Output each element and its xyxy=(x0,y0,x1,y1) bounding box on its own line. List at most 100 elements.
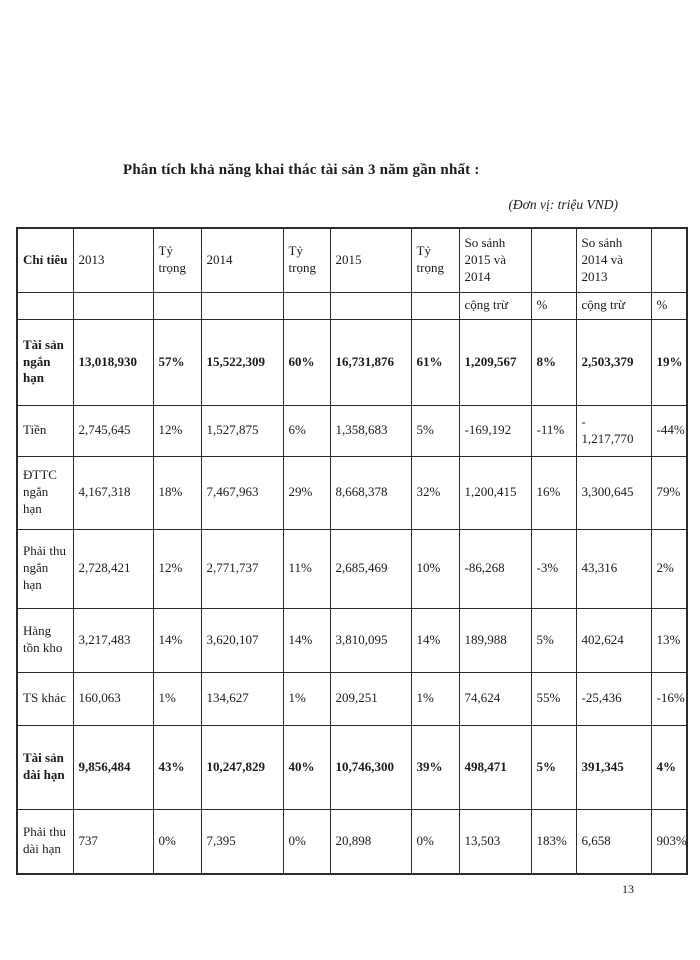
data-cell: 3,217,483 xyxy=(72,607,154,673)
page-number: 13 xyxy=(622,882,634,896)
data-cell: 14% xyxy=(152,607,202,673)
data-cell: 903% xyxy=(650,808,688,875)
data-cell: 5% xyxy=(410,404,460,457)
table-row: Tài sản dài hạn 9,856,484 43% 10,247,829 40%… xyxy=(16,724,688,810)
header-cell: 2013 xyxy=(72,227,154,293)
asset-analysis-table: Chỉ tiêu 2013 Tỷ trọng 2014 Tỷ trọng 2015 Tỷ t… xyxy=(16,227,688,875)
data-cell: 2,728,421 xyxy=(72,528,154,609)
table-row: Tiền 2,745,645 12% 1,527,875 6% 1,358,683 5% -1… xyxy=(16,404,688,457)
header-cell: So sánh 2014 và 2013 xyxy=(575,227,652,293)
data-cell: 0% xyxy=(152,808,202,875)
data-cell: 160,063 xyxy=(72,671,154,726)
table-row: TS khác 160,063 1% 134,627 1% 209,251 1% 74,624… xyxy=(16,671,688,726)
data-cell: 1% xyxy=(152,671,202,726)
header-cell: Tỷ trọng xyxy=(152,227,202,293)
data-cell: 12% xyxy=(152,528,202,609)
data-cell: 209,251 xyxy=(329,671,412,726)
data-cell: 16,731,876 xyxy=(329,318,412,406)
header-cell: 2015 xyxy=(329,227,412,293)
data-cell: 1% xyxy=(282,671,331,726)
header-cell xyxy=(16,291,74,320)
data-cell: 498,471 xyxy=(458,724,532,810)
data-cell: 189,988 xyxy=(458,607,532,673)
data-cell: 7,395 xyxy=(200,808,284,875)
data-cell: 43,316 xyxy=(575,528,652,609)
data-cell: 55% xyxy=(530,671,577,726)
header-cell: So sánh 2015 và 2014 xyxy=(458,227,532,293)
table-row: ĐTTC ngắn hạn 4,167,318 18% 7,467,963 29% 8,6… xyxy=(16,455,688,530)
data-cell: 10,746,300 xyxy=(329,724,412,810)
data-cell: 79% xyxy=(650,455,688,530)
header-cell xyxy=(530,227,577,293)
data-cell: 2,503,379 xyxy=(575,318,652,406)
table-subheader-row: cộng trừ% cộng trừ% xyxy=(16,291,688,320)
header-cell: Chỉ tiêu xyxy=(16,227,74,293)
header-cell: 2014 xyxy=(200,227,284,293)
header-cell: Tỷ trọng xyxy=(282,227,331,293)
data-cell: 183% xyxy=(530,808,577,875)
data-cell: 43% xyxy=(152,724,202,810)
header-cell xyxy=(329,291,412,320)
data-cell: 10% xyxy=(410,528,460,609)
data-cell: 2,771,737 xyxy=(200,528,284,609)
data-cell: 16% xyxy=(530,455,577,530)
data-cell: 74,624 xyxy=(458,671,532,726)
unit-note: (Đơn vị: triệu VND) xyxy=(508,197,618,212)
data-cell: 40% xyxy=(282,724,331,810)
data-cell: 32% xyxy=(410,455,460,530)
header-cell: % xyxy=(530,291,577,320)
table-row: Phải thu dài hạn 737 0% 7,395 0% 20,898 0% 13,5… xyxy=(16,808,688,875)
data-cell: -11% xyxy=(530,404,577,457)
header-cell xyxy=(200,291,284,320)
data-cell: 4% xyxy=(650,724,688,810)
row-label: Tiền xyxy=(16,404,74,457)
header-cell xyxy=(282,291,331,320)
data-cell: 1% xyxy=(410,671,460,726)
row-label: Tài sản dài hạn xyxy=(16,724,74,810)
header-cell: % xyxy=(650,291,688,320)
data-cell: 18% xyxy=(152,455,202,530)
data-cell: 19% xyxy=(650,318,688,406)
data-cell: 391,345 xyxy=(575,724,652,810)
data-cell: 8% xyxy=(530,318,577,406)
header-cell xyxy=(152,291,202,320)
data-cell: 5% xyxy=(530,607,577,673)
data-cell: -16% xyxy=(650,671,688,726)
data-cell: 10,247,829 xyxy=(200,724,284,810)
header-cell xyxy=(650,227,688,293)
data-cell: -169,192 xyxy=(458,404,532,457)
data-cell: 11% xyxy=(282,528,331,609)
data-cell: 13,503 xyxy=(458,808,532,875)
data-cell: 2% xyxy=(650,528,688,609)
data-cell: 39% xyxy=(410,724,460,810)
data-cell: 57% xyxy=(152,318,202,406)
table-row: Hàng tồn kho 3,217,483 14% 3,620,107 14% 3,81… xyxy=(16,607,688,673)
row-label: ĐTTC ngắn hạn xyxy=(16,455,74,530)
row-label: Tài sản ngắn hạn xyxy=(16,318,74,406)
data-cell: 14% xyxy=(282,607,331,673)
data-cell: 9,856,484 xyxy=(72,724,154,810)
header-cell xyxy=(72,291,154,320)
data-cell: 6% xyxy=(282,404,331,457)
data-cell: 13,018,930 xyxy=(72,318,154,406)
data-cell: 1,358,683 xyxy=(329,404,412,457)
data-cell: 20,898 xyxy=(329,808,412,875)
header-cell: cộng trừ xyxy=(575,291,652,320)
data-cell: 6,658 xyxy=(575,808,652,875)
data-cell: 3,810,095 xyxy=(329,607,412,673)
data-cell: -3% xyxy=(530,528,577,609)
data-cell: 29% xyxy=(282,455,331,530)
data-cell: -25,436 xyxy=(575,671,652,726)
data-cell: 7,467,963 xyxy=(200,455,284,530)
data-cell: 61% xyxy=(410,318,460,406)
data-cell: 13% xyxy=(650,607,688,673)
row-label: Hàng tồn kho xyxy=(16,607,74,673)
data-cell: 1,200,415 xyxy=(458,455,532,530)
data-cell: 402,624 xyxy=(575,607,652,673)
data-cell: 2,685,469 xyxy=(329,528,412,609)
data-cell: 3,300,645 xyxy=(575,455,652,530)
data-cell: -44% xyxy=(650,404,688,457)
data-cell: 3,620,107 xyxy=(200,607,284,673)
data-cell: - 1,217,770 xyxy=(575,404,652,457)
